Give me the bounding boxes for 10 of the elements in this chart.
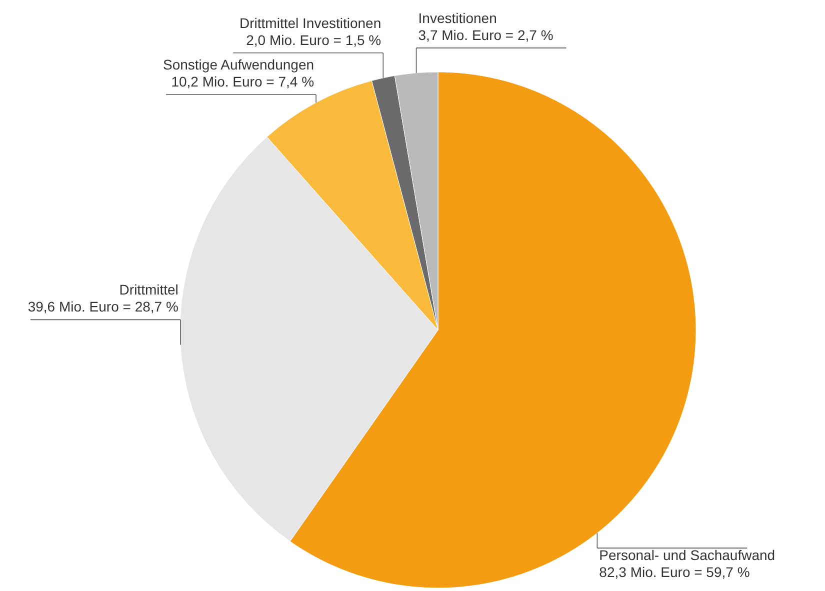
data-label: 3,7 Mio. Euro = 2,7 % bbox=[418, 26, 554, 43]
slice-label: Personal- und Sachaufwand bbox=[599, 547, 776, 564]
slice-label: Drittmittel bbox=[119, 282, 178, 298]
slice-label: Sonstige Aufwendungen bbox=[163, 56, 314, 73]
data-label: 39,6 Mio. Euro = 28,7 % bbox=[28, 298, 178, 315]
data-label: 2,0 Mio. Euro = 1,5 % bbox=[246, 32, 382, 48]
slice-label: Investitionen bbox=[418, 10, 497, 26]
slice-label: Drittmittel Investitionen bbox=[240, 14, 382, 31]
data-label: 82,3 Mio. Euro = 59,7 % bbox=[599, 564, 750, 580]
data-label: 10,2 Mio. Euro = 7,4 % bbox=[171, 74, 314, 90]
